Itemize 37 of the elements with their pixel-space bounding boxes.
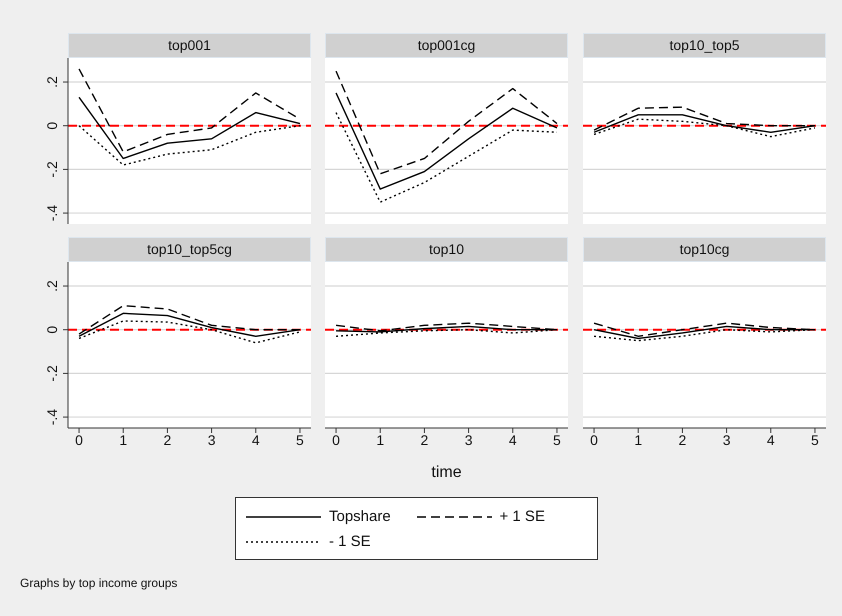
y-tick-label: 0 — [44, 326, 60, 334]
chart-title: top10cg — [583, 237, 826, 262]
x-tick-label: 2 — [164, 432, 172, 448]
chart-title: top001 — [68, 33, 311, 58]
y-tick-label: 0 — [44, 122, 60, 130]
y-tick-label: -.4 — [44, 204, 60, 222]
x-tick-label: 3 — [464, 432, 473, 448]
legend-label: - 1 SE — [329, 533, 371, 550]
text: Graphs by top income groups — [20, 576, 178, 590]
x-tick-label: 4 — [766, 432, 775, 448]
legend-label: Topshare — [329, 508, 391, 525]
x-axis-title: time — [430, 464, 463, 482]
x-tick-label: 3 — [208, 432, 216, 448]
x-tick-label: 4 — [508, 432, 517, 448]
x-tick-label: 5 — [811, 432, 820, 448]
y-tick-label: .2 — [44, 280, 60, 292]
y-tick-label: -.2 — [44, 161, 60, 178]
chart-title: top10_top5cg — [68, 237, 311, 262]
x-tick-label: 0 — [590, 432, 598, 448]
x-tick-label: 5 — [553, 432, 562, 448]
chart-title: top001cg — [325, 33, 568, 58]
y-tick-label: -.4 — [44, 408, 60, 426]
x-tick-label: 5 — [296, 432, 304, 448]
x-tick-label: 2 — [678, 432, 687, 448]
y-tick-label: -.2 — [44, 365, 60, 382]
chart-title: top10_top5 — [583, 33, 826, 58]
x-tick-label: 3 — [722, 432, 731, 448]
chart-title: top10 — [325, 237, 568, 262]
x-tick-label: 4 — [252, 432, 260, 448]
x-tick-label: 1 — [634, 432, 642, 448]
x-tick-label: 2 — [420, 432, 429, 448]
x-tick-label: 0 — [332, 432, 340, 448]
legend-label: + 1 SE — [500, 508, 545, 525]
x-tick-label: 0 — [75, 432, 84, 448]
y-tick-label: .2 — [44, 76, 60, 88]
x-tick-label: 1 — [376, 432, 384, 448]
x-tick-label: 1 — [119, 432, 128, 448]
